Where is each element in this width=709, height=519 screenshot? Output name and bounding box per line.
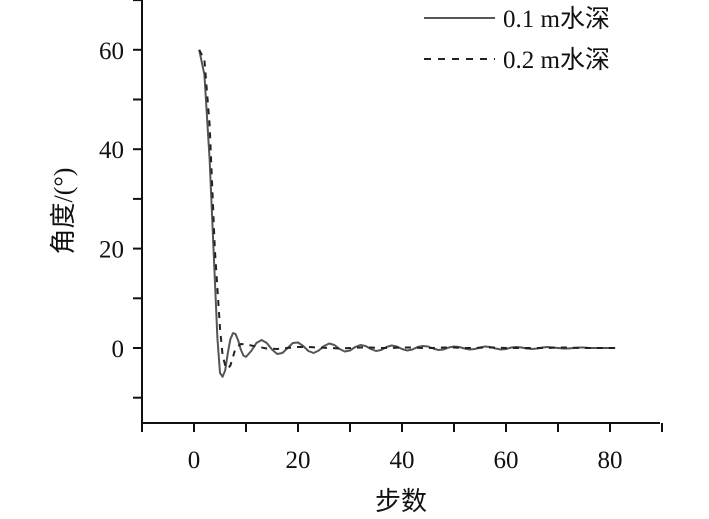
series-line-1 [198,49,616,378]
y-axis-ticks: 0 20 40 60 [99,0,142,399]
series-group [198,49,616,378]
series-line-2 [198,49,616,370]
x-axis-ticks: 0 20 40 60 80 [141,423,663,474]
x-tick-label: 40 [390,447,415,474]
y-tick-label: 40 [99,137,124,164]
y-tick-label: 60 [99,38,124,65]
x-axis-title: 步数 [375,487,427,516]
x-tick-label: 60 [494,447,519,474]
x-tick-label: 80 [598,447,623,474]
legend: 0.1 m水深 0.2 m水深 [424,5,610,74]
x-tick-label: 0 [188,447,201,474]
y-axis-title: 角度/(°) [49,168,78,255]
x-tick-label: 20 [286,447,311,474]
legend-label-series-2: 0.2 m水深 [503,46,610,74]
legend-label-series-1: 0.1 m水深 [503,5,610,33]
y-tick-label: 0 [112,336,125,363]
y-tick-label: 20 [99,237,124,264]
